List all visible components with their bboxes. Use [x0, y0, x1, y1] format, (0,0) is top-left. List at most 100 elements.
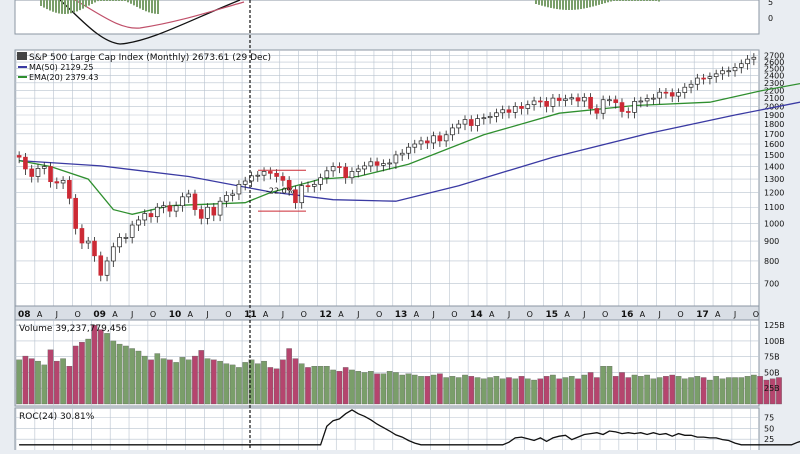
ema20-legend-label: EMA(20) 2379.43 — [29, 73, 98, 82]
volume-bar — [330, 369, 336, 405]
top-histogram-bar — [598, 0, 600, 5]
x-tick-label: A — [338, 310, 344, 319]
volume-bar — [700, 377, 707, 405]
volume-bar — [763, 379, 770, 405]
top-histogram-bar — [142, 0, 144, 10]
top-histogram-bar — [631, 0, 633, 1]
top-histogram-bar — [649, 0, 651, 1]
candle-body — [632, 101, 637, 113]
x-tick-label: A — [715, 310, 721, 319]
volume-bar — [374, 373, 380, 405]
top-histogram-bar — [103, 0, 105, 1]
top-histogram-bar — [643, 0, 645, 1]
volume-bar — [66, 366, 73, 405]
volume-bar — [769, 378, 776, 405]
top-indicator-line — [59, 0, 241, 45]
top-signal-line — [74, 0, 245, 29]
volume-bar — [556, 378, 562, 405]
price-tick-label: 800 — [764, 257, 779, 266]
top-histogram-bar — [541, 0, 543, 6]
volume-bar — [192, 355, 198, 405]
candle-body — [98, 255, 104, 276]
price-tick-label: 2700 — [764, 52, 784, 61]
price-panel — [14, 49, 760, 307]
volume-bar — [267, 367, 274, 405]
top-histogram-bar — [91, 0, 93, 4]
top-histogram-bar — [637, 0, 639, 1]
candle-body — [456, 123, 462, 129]
top-histogram-bar — [82, 0, 84, 9]
top-histogram-bar — [148, 0, 150, 13]
candle-body — [487, 115, 493, 119]
candle-body — [720, 70, 725, 75]
x-tick-label: A — [188, 310, 194, 319]
volume-tick-label: 50B — [764, 368, 780, 377]
volume-bar — [669, 374, 676, 405]
volume-bar — [776, 377, 782, 405]
top-histogram-bar — [145, 0, 147, 12]
top-histogram-bar — [109, 0, 111, 1]
candle-body — [387, 162, 392, 165]
volume-bar — [198, 350, 205, 405]
volume-bar — [104, 333, 110, 405]
top-histogram-bar — [112, 0, 114, 1]
volume-bar — [261, 360, 267, 405]
candle-body — [556, 97, 562, 101]
top-histogram-bar — [577, 0, 579, 10]
volume-bar — [581, 374, 588, 405]
volume-bar — [79, 342, 85, 405]
volume-bar — [72, 345, 79, 405]
candle-body — [475, 118, 480, 126]
volume-bar — [430, 374, 437, 405]
top-histogram-bar — [121, 0, 123, 1]
x-tick-label: O — [75, 310, 81, 319]
volume-bar — [575, 378, 581, 405]
top-histogram-bar — [154, 0, 156, 14]
volume-bar — [424, 376, 431, 405]
volume-bar — [437, 373, 443, 405]
top-histogram-bar — [604, 0, 606, 4]
volume-bar — [154, 353, 161, 405]
volume-bar — [54, 360, 60, 405]
top-histogram-bar — [43, 0, 45, 8]
volume-bar — [707, 379, 713, 405]
price-tick-label: 1200 — [764, 189, 784, 198]
candle-body — [280, 176, 286, 181]
candle-body — [619, 102, 625, 112]
volume-bar — [160, 358, 167, 405]
volume-bar — [625, 377, 632, 405]
top-histogram-bar — [640, 0, 642, 1]
top-histogram-bar — [613, 0, 615, 1]
roc-tick-label: 75 — [764, 414, 774, 423]
volume-bar — [663, 376, 669, 405]
volume-bar — [606, 366, 613, 405]
candle-body — [525, 104, 531, 109]
price-tick-label: 2500 — [764, 65, 784, 74]
x-tick-label: 12 — [319, 310, 332, 320]
candle-body — [318, 177, 323, 185]
volume-bar — [594, 377, 600, 405]
price-tick-label: 1900 — [764, 111, 784, 120]
price-tick-label: 1000 — [764, 219, 784, 228]
top-histogram-bar — [130, 0, 132, 4]
x-tick-label: O — [602, 310, 608, 319]
candle-body — [242, 180, 248, 185]
volume-bar — [292, 358, 299, 405]
volume-bar — [336, 371, 343, 405]
volume-tick-label: 75B — [764, 353, 780, 362]
volume-bar — [85, 338, 92, 405]
x-tick-label: A — [37, 310, 43, 319]
top-histogram-bar — [94, 0, 96, 3]
price-tick-label: 1300 — [764, 175, 784, 184]
volume-y-axis: 125B 100B 75B 50B 25B — [764, 321, 785, 393]
candle-body — [575, 97, 581, 102]
volume-title: Volume 39,237,779,456 — [19, 324, 127, 334]
candle-body — [35, 168, 41, 177]
volume-bar — [129, 348, 135, 405]
top-histogram-bar — [601, 0, 603, 4]
top-histogram-bar — [583, 0, 585, 9]
roc-line — [19, 409, 800, 446]
candle-body — [230, 193, 235, 196]
volume-bar — [405, 373, 412, 405]
